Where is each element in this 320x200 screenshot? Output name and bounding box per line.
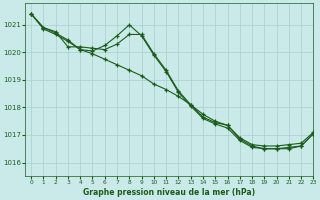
X-axis label: Graphe pression niveau de la mer (hPa): Graphe pression niveau de la mer (hPa)	[83, 188, 255, 197]
